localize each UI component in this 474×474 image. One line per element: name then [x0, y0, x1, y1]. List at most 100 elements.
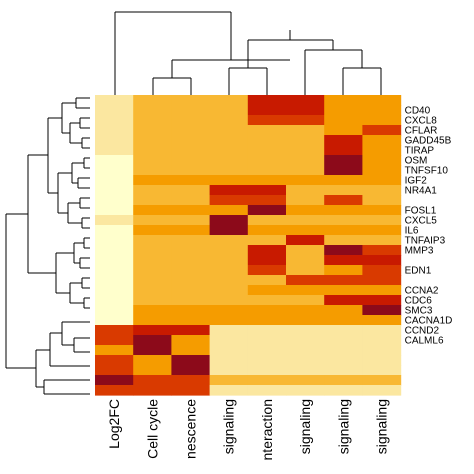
heatmap-cell: [171, 355, 211, 366]
heatmap-cell: [209, 235, 249, 246]
heatmap-cell: [286, 285, 325, 296]
heatmap-cell: [171, 95, 211, 106]
heatmap-cell: [247, 255, 287, 266]
heatmap-cell: [362, 345, 402, 356]
heatmap-cell: [286, 355, 325, 366]
heatmap-cell: [133, 285, 172, 296]
heatmap-cell: [95, 305, 134, 316]
row-label: OSM: [405, 156, 428, 167]
heatmap-cell: [209, 245, 249, 256]
heatmap-cell: [247, 135, 287, 146]
heatmap-cell: [171, 135, 211, 146]
column-label: signaling: [221, 399, 237, 454]
heatmap-cell: [247, 145, 287, 156]
heatmap-cell: [171, 155, 211, 166]
heatmap-cell: [286, 315, 325, 326]
heatmap-cell: [324, 155, 363, 166]
heatmap-cell: [95, 245, 134, 256]
heatmap-cell: [247, 345, 287, 356]
heatmap-cell: [95, 285, 134, 296]
heatmap-cell: [133, 275, 172, 286]
heatmap-cell: [324, 335, 363, 346]
heatmap-cell: [171, 165, 211, 176]
heatmap-cell: [171, 365, 211, 376]
heatmap-cell: [247, 215, 287, 226]
heatmap-cell: [95, 145, 134, 156]
heatmap-cell: [362, 225, 402, 236]
heatmap-cell: [171, 205, 211, 216]
heatmap-cell: [133, 385, 172, 396]
row-label: MMP3: [405, 246, 434, 257]
heatmap-cell: [95, 175, 134, 186]
heatmap-cell: [362, 365, 402, 376]
row-label: TIRAP: [405, 146, 435, 157]
heatmap-cell: [324, 345, 363, 356]
heatmap-cell: [133, 345, 172, 356]
row-label: CACNA1D: [405, 316, 453, 327]
heatmap-cell: [95, 135, 134, 146]
heatmap-cell: [95, 155, 134, 166]
row-label: CALML6: [405, 336, 444, 347]
column-label: Cell cycle: [144, 399, 160, 459]
row-label: IL6: [405, 226, 419, 237]
heatmap-cell: [209, 155, 249, 166]
heatmap-cell: [324, 285, 363, 296]
heatmap-cell: [95, 345, 134, 356]
heatmap-cell: [209, 375, 249, 386]
heatmap-cell: [286, 345, 325, 356]
heatmap-cell: [209, 205, 249, 216]
heatmap-cell: [133, 315, 172, 326]
heatmap-cell: [247, 155, 287, 166]
heatmap-cell: [133, 305, 172, 316]
heatmap-cell: [95, 385, 134, 396]
heatmap-cell: [324, 265, 363, 276]
heatmap-cell: [286, 335, 325, 346]
heatmap-cell: [209, 195, 249, 206]
heatmap-cell: [133, 175, 172, 186]
heatmap-cell: [133, 245, 172, 256]
heatmap-cell: [95, 265, 134, 276]
heatmap-cell: [209, 145, 249, 156]
heatmap-cell: [286, 235, 325, 246]
row-labels: CD40CXCL8CFLARGADD45BTIRAPOSMTNFSF10IGF2…: [405, 106, 453, 347]
heatmap-cell: [247, 95, 287, 106]
heatmap-cell: [133, 295, 172, 306]
heatmap-cell: [247, 285, 287, 296]
heatmap-cell: [247, 235, 287, 246]
heatmap-cell: [171, 375, 211, 386]
heatmap-cell: [362, 305, 402, 316]
heatmap-cell: [133, 235, 172, 246]
heatmap-cell: [95, 315, 134, 326]
heatmap-cell: [324, 305, 363, 316]
heatmap-cell: [247, 365, 287, 376]
heatmap-cell: [95, 235, 134, 246]
heatmap-cell: [362, 265, 402, 276]
row-label: CDC6: [405, 296, 433, 307]
heatmap-cell: [286, 365, 325, 376]
heatmap-cell: [362, 125, 402, 136]
heatmap-cell: [286, 115, 325, 126]
heatmap-cell: [95, 225, 134, 236]
heatmap-cell: [362, 135, 402, 146]
heatmap-cell: [209, 315, 249, 326]
heatmap-cell: [209, 325, 249, 336]
heatmap-cell: [95, 185, 134, 196]
heatmap-cell: [209, 105, 249, 116]
row-label: CD40: [405, 106, 431, 117]
row-label: NR4A1: [405, 186, 438, 197]
heatmap-cell: [286, 155, 325, 166]
heatmap-cell: [247, 305, 287, 316]
row-label: CCND2: [405, 326, 440, 337]
heatmap-cell: [286, 175, 325, 186]
heatmap-cell: [247, 265, 287, 276]
heatmap-cell: [133, 115, 172, 126]
heatmap-cell: [247, 355, 287, 366]
heatmap-cell: [362, 375, 402, 386]
column-dendrogram: [114, 11, 382, 95]
column-label: Log2FC: [106, 399, 122, 449]
heatmap-cell: [95, 165, 134, 176]
heatmap-cell: [95, 275, 134, 286]
heatmap-cell: [171, 145, 211, 156]
heatmap-cell: [247, 325, 287, 336]
